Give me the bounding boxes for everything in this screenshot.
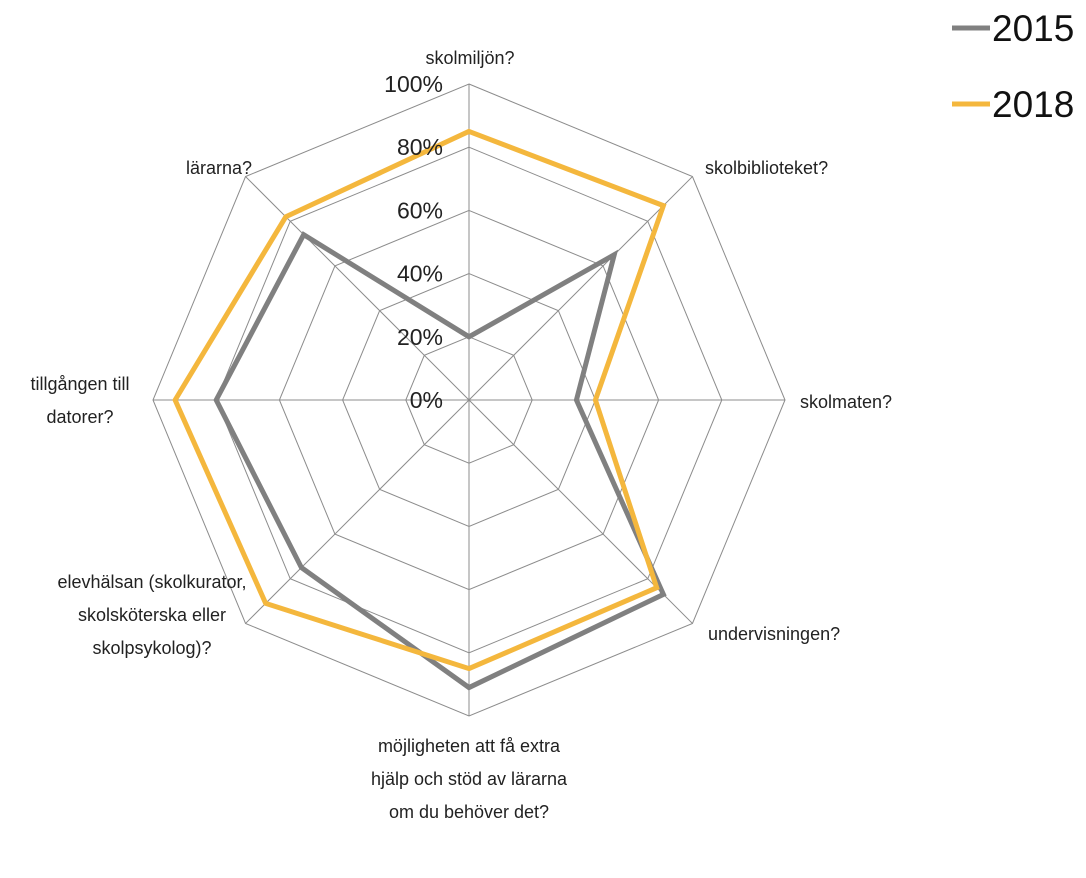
tick-label: 100% [384,71,443,97]
tick-label: 80% [397,134,443,160]
category-label: tillgången till datorer? [30,374,130,427]
series-line [172,128,667,672]
spoke [245,399,470,624]
tick-label: 0% [410,387,443,413]
legend-label: 2018 [992,84,1074,125]
category-label: elevhälsan (skolkurator, skolsköterska e… [57,572,247,658]
series-line [213,231,667,691]
tick-label: 20% [397,324,443,350]
legend-label: 2015 [992,8,1074,49]
spoke [245,176,470,401]
category-label: undervisningen? [708,624,841,644]
tick-label: 60% [397,197,443,223]
category-label: möjligheten att få extra hjälp och stöd … [370,736,568,822]
spoke [468,176,693,401]
category-label: lärarna? [185,158,252,178]
category-label: skolmiljön? [425,48,515,68]
category-label: skolbiblioteket? [705,158,829,178]
category-label: skolmaten? [800,392,893,412]
tick-label: 40% [397,261,443,287]
